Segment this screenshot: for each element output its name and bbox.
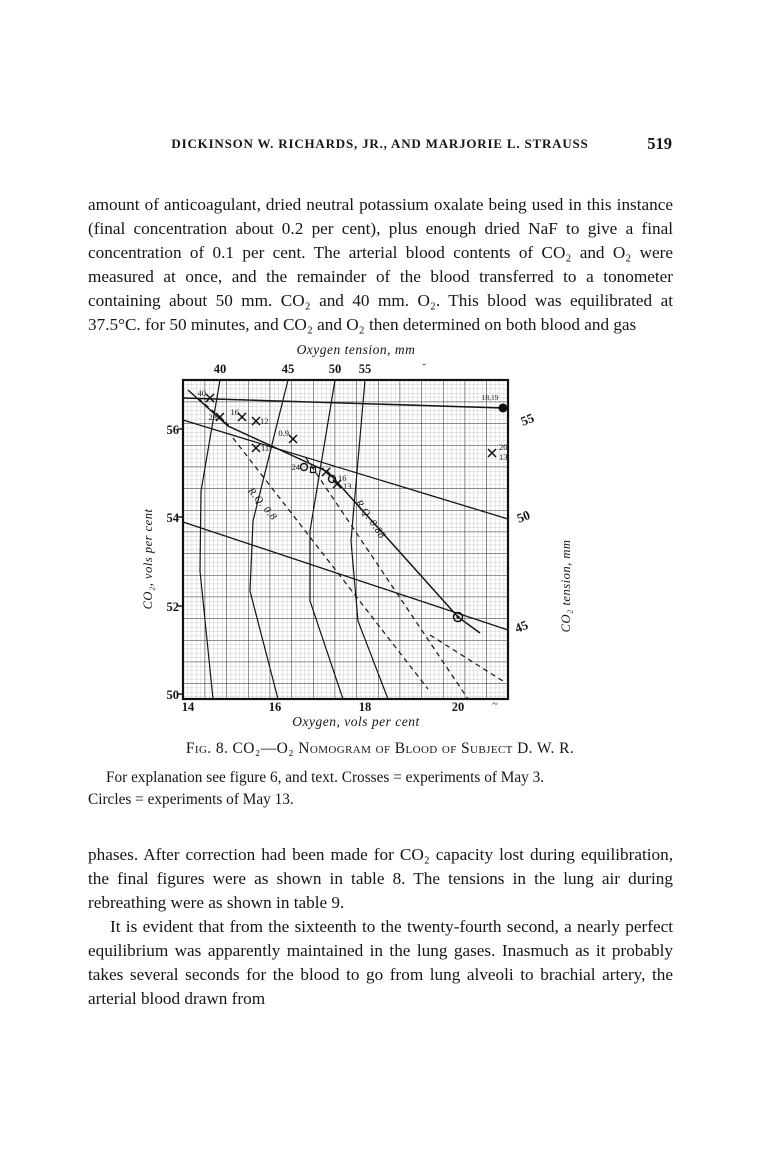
svg-text:16: 16 — [269, 700, 282, 714]
svg-text:12: 12 — [260, 416, 269, 426]
figure-caption: Fig. 8. CO₂—O₂ Nomogram of Blood of Subj… — [185, 740, 575, 757]
svg-text:52: 52 — [167, 600, 180, 614]
nomogram-svg: Oxygen tension, mm Oxygen, vols per cent C… — [141, 342, 573, 729]
svg-text:45: 45 — [513, 617, 531, 636]
svg-text:20: 20 — [452, 700, 465, 714]
svg-text:50: 50 — [167, 688, 180, 702]
svg-text:CO₂ tension, mm: CO₂ tension, mm — [559, 540, 573, 633]
nomogram-grid — [181, 378, 510, 701]
nomogram-content: Oxygen tension, mm Oxygen, vols per cent C… — [141, 342, 573, 729]
svg-text:55: 55 — [519, 410, 537, 429]
svg-text:~: ~ — [492, 699, 498, 710]
running-head-authors: DICKINSON W. RICHARDS, JR., AND MARJORIE… — [171, 136, 589, 151]
svg-text:13: 13 — [343, 481, 352, 491]
svg-text:40: 40 — [214, 362, 227, 376]
svg-text:0.9: 0.9 — [278, 428, 289, 438]
svg-text:23: 23 — [209, 412, 218, 422]
svg-text:16: 16 — [231, 407, 240, 417]
svg-text:54: 54 — [167, 511, 180, 525]
page-number: 519 — [647, 134, 672, 153]
svg-text:Oxygen tension, mm: Oxygen tension, mm — [297, 342, 416, 357]
svg-text:CO₂, vols per cent: CO₂, vols per cent — [141, 509, 155, 610]
figure-8-nomogram-chart: Oxygen tension, mm Oxygen, vols per cent C… — [138, 341, 643, 739]
svg-text:50: 50 — [515, 507, 533, 526]
svg-text:45: 45 — [282, 362, 295, 376]
svg-text:55: 55 — [359, 362, 372, 376]
svg-text:50: 50 — [329, 362, 342, 376]
svg-text:24: 24 — [292, 462, 301, 472]
body-paragraph-3: It is evident that from the sixteenth to… — [88, 917, 673, 1008]
figure-note-line1: For explanation see figure 6, and text. … — [106, 769, 545, 786]
running-head: DICKINSON W. RICHARDS, JR., AND MARJORIE… — [88, 134, 672, 156]
svg-text:‐: ‐ — [422, 359, 425, 370]
svg-text:11: 11 — [261, 443, 269, 453]
svg-text:20: 20 — [499, 442, 508, 452]
svg-text:18,19: 18,19 — [482, 393, 499, 402]
body-paragraph-2: phases. After correction had been made f… — [88, 845, 673, 912]
svg-text:13: 13 — [499, 452, 508, 462]
figure-note-line2: Circles = experiments of May 13. — [88, 791, 294, 808]
svg-text:56: 56 — [167, 423, 180, 437]
svg-text:40: 40 — [198, 388, 207, 398]
svg-text:16: 16 — [338, 473, 347, 483]
svg-text:18: 18 — [359, 700, 372, 714]
svg-text:14: 14 — [182, 700, 195, 714]
svg-text:Oxygen, vols per cent: Oxygen, vols per cent — [292, 714, 420, 729]
body-paragraph-1: amount of anticoagulant, dried neutral p… — [88, 195, 673, 334]
